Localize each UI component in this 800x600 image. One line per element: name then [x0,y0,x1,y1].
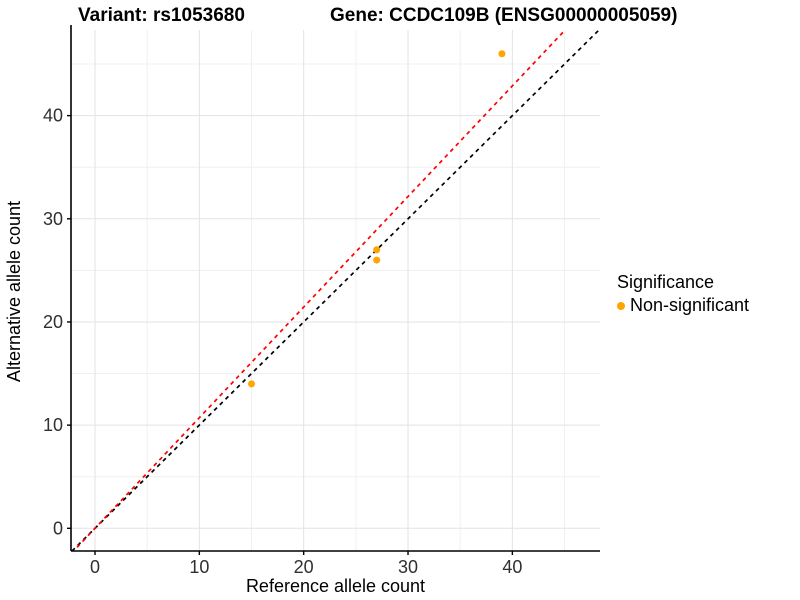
variant-title: Variant: rs1053680 [78,5,245,26]
x-tick-label: 20 [294,557,314,577]
y-tick-label: 40 [43,106,63,126]
legend-item-non-significant: Non-significant [617,295,749,316]
x-tick-label: 30 [398,557,418,577]
legend: Significance Non-significant [617,272,749,316]
x-tick-label: 10 [189,557,209,577]
data-point [373,256,381,264]
identity-line [71,30,600,551]
data-point [248,380,256,388]
x-tick-label: 0 [90,557,100,577]
data-point [373,246,381,254]
y-tick-label: 20 [43,312,63,332]
y-tick-label: 0 [53,518,63,538]
gene-title: Gene: CCDC109B (ENSG00000005059) [330,5,678,26]
y-axis-label: Alternative allele count [4,200,24,383]
fit-line [72,30,567,551]
y-tick-label: 10 [43,415,63,435]
x-axis-label: Reference allele count [245,576,426,596]
legend-item-label: Non-significant [630,295,750,315]
x-tick-label: 40 [502,557,522,577]
y-tick-label: 30 [43,209,63,229]
legend-title: Significance [617,272,715,292]
legend-marker-circle-icon [617,301,625,310]
data-point [498,50,506,58]
